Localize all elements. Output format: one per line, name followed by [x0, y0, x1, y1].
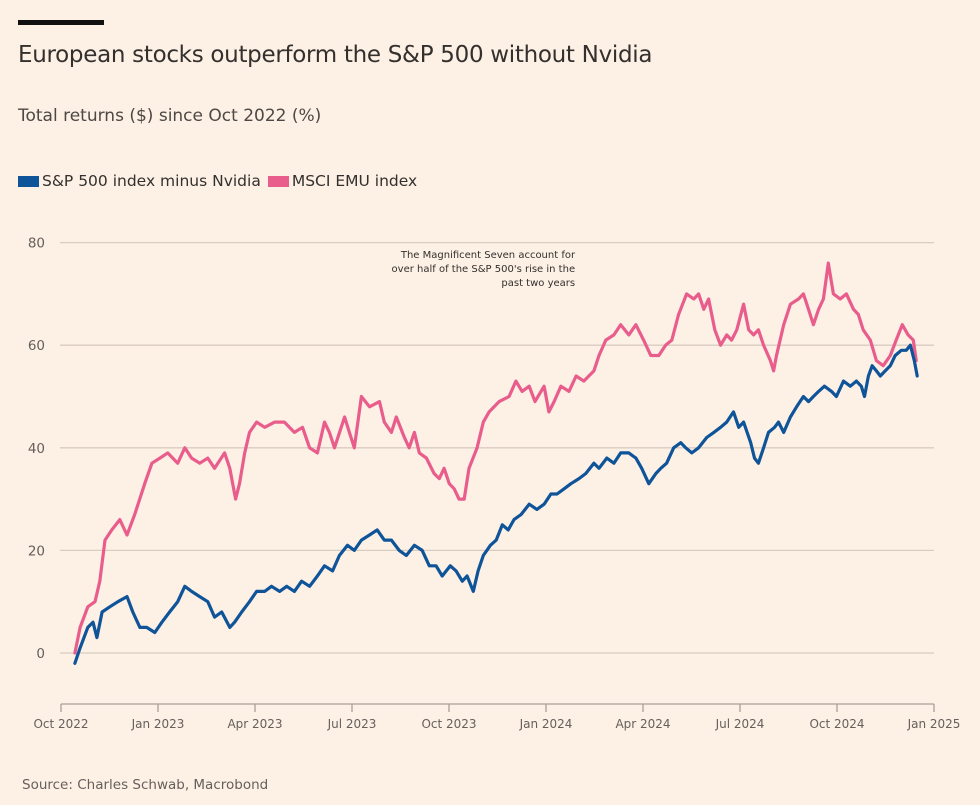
- ft-header-bar: [18, 20, 104, 25]
- y-tick-label: 0: [36, 646, 45, 662]
- annotation-line: past two years: [501, 278, 575, 289]
- y-tick-label: 60: [28, 338, 45, 354]
- y-tick-label: 40: [28, 441, 45, 457]
- x-tick-label: Oct 2022: [33, 717, 88, 731]
- x-tick-label: Apr 2024: [615, 717, 670, 731]
- chart-title: European stocks outperform the S&P 500 w…: [18, 42, 653, 68]
- x-tick-label: Jul 2023: [327, 717, 377, 731]
- x-tick-label: Jul 2024: [715, 717, 765, 731]
- x-axis: Oct 2022 Jan 2023 Apr 2023 Jul 2023 Oct 2023…: [33, 703, 961, 731]
- series-lines: [73, 261, 919, 665]
- annotation-line: over half of the S&P 500's rise in the: [392, 264, 576, 275]
- legend-swatch-sp500: [18, 175, 39, 187]
- x-tick-label: Apr 2023: [227, 717, 282, 731]
- x-tick-label: Jan 2025: [907, 717, 961, 731]
- annotation: The Magnificent Seven account for over ha…: [392, 250, 576, 289]
- series-line-msci-emu: [73, 261, 918, 655]
- legend-label-msci-emu: MSCI EMU index: [291, 172, 418, 190]
- y-tick-label: 80: [28, 236, 45, 252]
- x-tick-label: Jan 2024: [519, 717, 573, 731]
- chart-subtitle: Total returns ($) since Oct 2022 (%): [18, 106, 322, 126]
- legend-item-msci-emu: MSCI EMU index: [267, 172, 418, 190]
- legend-swatch-msci-emu: [267, 175, 289, 187]
- legend-item-sp500: S&P 500 index minus Nvidia: [18, 172, 261, 190]
- legend: S&P 500 index minus Nvidia MSCI EMU inde…: [18, 172, 424, 190]
- legend-label-sp500: S&P 500 index minus Nvidia: [42, 172, 261, 190]
- y-axis-ticks: 0 20 40 60 80: [28, 236, 45, 662]
- x-tick-label: Oct 2024: [809, 717, 864, 731]
- x-tick-label: Oct 2023: [421, 717, 476, 731]
- source-note: Source: Charles Schwab, Macrobond: [22, 777, 269, 793]
- y-tick-label: 20: [28, 543, 45, 559]
- x-tick-label: Jan 2023: [131, 717, 185, 731]
- gridlines: [60, 241, 934, 654]
- annotation-line: The Magnificent Seven account for: [400, 250, 576, 261]
- series-line-sp500-minus-nvidia: [73, 343, 919, 665]
